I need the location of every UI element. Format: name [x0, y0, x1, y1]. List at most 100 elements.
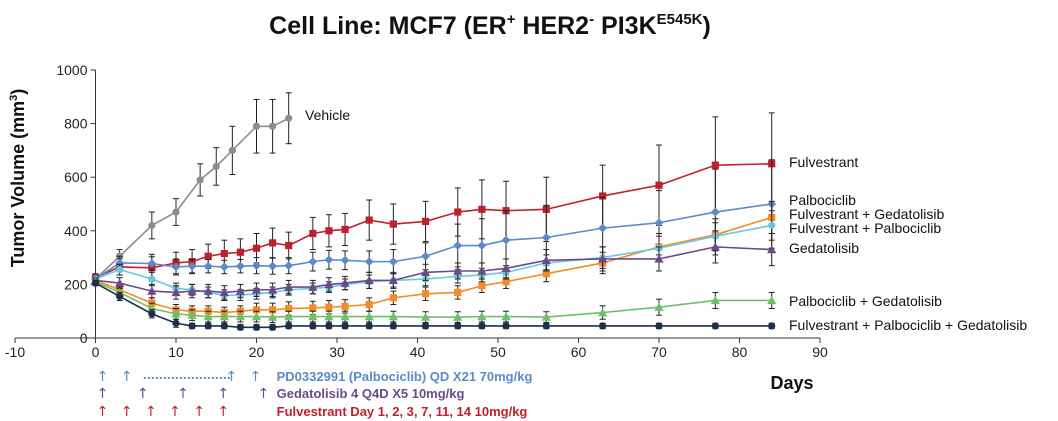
- data-point: [501, 263, 511, 272]
- dose-arrow: ↑: [145, 404, 157, 420]
- y-tick-label: 800: [64, 116, 88, 132]
- data-point: [284, 261, 294, 271]
- data-point: [236, 261, 245, 271]
- data-point: [228, 146, 236, 154]
- dose-arrow: ↑: [217, 404, 229, 420]
- data-point: [502, 322, 510, 330]
- data-point: [768, 221, 776, 230]
- data-point: [389, 220, 397, 228]
- x-tick-label: -10: [5, 344, 25, 360]
- data-point: [115, 258, 125, 268]
- data-point: [388, 275, 398, 285]
- x-tick-label: 0: [92, 344, 100, 360]
- data-point: [325, 303, 333, 311]
- data-point: [203, 286, 213, 295]
- series-label: Fulvestrant: [789, 154, 858, 170]
- data-point: [364, 311, 374, 321]
- dose-arrow: ↑: [97, 369, 109, 385]
- data-point: [251, 311, 262, 321]
- data-point: [767, 244, 777, 254]
- data-point: [541, 312, 551, 321]
- data-point: [325, 322, 333, 330]
- data-point: [477, 311, 487, 321]
- data-point: [187, 286, 197, 295]
- x-tick-label: 70: [651, 344, 667, 360]
- data-point: [148, 275, 156, 283]
- dose-arrow: ↑: [193, 404, 205, 420]
- data-point: [767, 295, 777, 305]
- y-axis-label: Tumor Volume (mm3): [8, 89, 28, 267]
- data-point: [219, 262, 229, 272]
- data-point: [340, 311, 350, 321]
- data-point: [655, 322, 663, 330]
- data-point: [710, 207, 720, 217]
- data-point: [365, 216, 373, 224]
- series-gedatolisib: [90, 230, 777, 300]
- data-point: [285, 304, 293, 313]
- data-point: [308, 311, 318, 321]
- data-point: [711, 161, 719, 169]
- x-axis-label: Days: [770, 373, 813, 393]
- data-point: [501, 311, 511, 321]
- data-point: [203, 261, 213, 271]
- data-point: [269, 122, 277, 130]
- data-point: [212, 162, 220, 171]
- dose-arrow: ↑: [225, 369, 237, 385]
- dosing-label: PD0332991 (Palbociclib) QD X21 70mg/kg: [277, 369, 533, 384]
- series-label: Palbociclib + Gedatolisib: [789, 293, 942, 309]
- data-point: [421, 251, 430, 261]
- data-point: [453, 266, 463, 275]
- data-point: [268, 312, 278, 321]
- x-tick-label: 60: [571, 344, 587, 360]
- data-point: [115, 278, 125, 287]
- dose-arrow: ↑: [121, 369, 133, 385]
- data-point: [284, 311, 294, 321]
- dose-arrow: ↑: [250, 369, 262, 385]
- data-point: [235, 286, 245, 295]
- dosing-row: ↑ ↑ ↑ ↑ ↑ ↑ Fulvestrant Day 1, 2, 3, 7, 11, 14…: [97, 404, 528, 420]
- data-point: [308, 257, 318, 267]
- data-point: [599, 192, 607, 200]
- data-point: [364, 257, 374, 267]
- data-point: [203, 311, 213, 321]
- series-palbociclib: [91, 159, 777, 284]
- data-point: [341, 225, 349, 234]
- data-point: [171, 262, 181, 272]
- dose-arrow: ↑: [177, 386, 189, 402]
- series-fulvestrant-palbociclib-gedatolisib: [91, 279, 776, 331]
- x-tick-label: 50: [490, 344, 506, 360]
- data-point: [268, 261, 277, 271]
- data-point: [91, 279, 100, 287]
- data-point: [235, 311, 245, 321]
- data-point: [187, 261, 197, 271]
- data-point: [252, 244, 261, 252]
- data-point: [654, 254, 664, 263]
- y-tick-label: 1000: [56, 62, 87, 78]
- data-point: [421, 290, 430, 298]
- data-point: [324, 279, 334, 289]
- x-tick-label: 80: [732, 344, 748, 360]
- data-point: [420, 312, 431, 321]
- x-tick-label: 90: [812, 344, 828, 360]
- data-point: [324, 255, 334, 265]
- data-point: [236, 323, 244, 331]
- dosing-schedule: ↑ ↑ ↑ ↑ PD0332991 (Palbociclib) QD X21 70mg/…: [97, 369, 533, 420]
- data-point: [252, 323, 261, 331]
- data-point: [269, 306, 277, 314]
- y-tick-label: 400: [64, 223, 88, 239]
- data-point: [388, 311, 398, 321]
- series-label: Fulvestrant + Gedatolisib: [789, 206, 944, 222]
- dose-arrow: ↑: [121, 404, 133, 420]
- dose-arrow: ↑: [97, 404, 109, 420]
- axes: [14, 69, 821, 343]
- data-point: [148, 221, 156, 230]
- data-point: [171, 287, 181, 297]
- data-point: [269, 239, 277, 247]
- x-tick-label: 40: [410, 344, 426, 360]
- data-point: [116, 292, 124, 301]
- data-point: [285, 241, 293, 250]
- x-tick-label: 10: [168, 344, 184, 360]
- data-point: [219, 311, 229, 321]
- data-point: [388, 257, 398, 267]
